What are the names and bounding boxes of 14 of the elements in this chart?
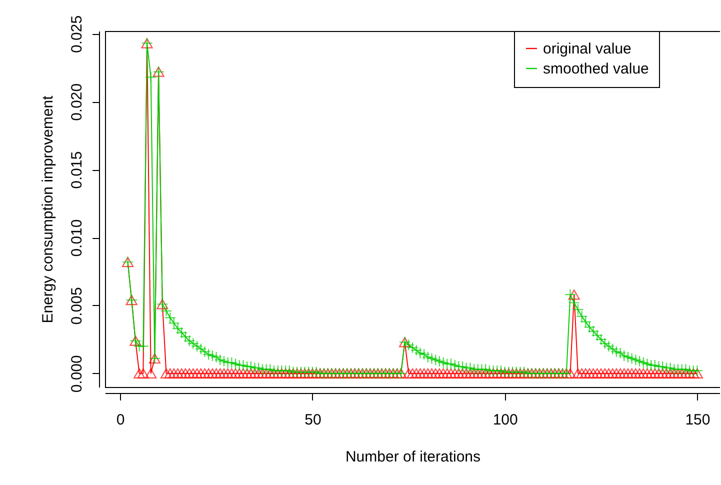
legend-label: original value <box>543 40 632 58</box>
y-tick-label: 0.005 <box>68 287 86 325</box>
x-axis-title: Number of iterations <box>345 448 481 466</box>
y-axis-title: Energy consumption improvement <box>40 94 56 324</box>
y-tick-label: 0.000 <box>68 355 86 393</box>
y-tick-label: 0.025 <box>68 15 86 53</box>
x-tick-label: 100 <box>492 412 518 428</box>
x-tick-label: 150 <box>685 412 710 428</box>
legend-label: smoothed value <box>543 60 649 78</box>
x-tick-label: 50 <box>304 412 322 428</box>
y-tick-label: 0.020 <box>68 83 86 121</box>
y-tick-label: 0.015 <box>68 151 86 189</box>
y-tick-label: 0.010 <box>68 219 86 257</box>
x-tick-label: 0 <box>116 412 125 428</box>
